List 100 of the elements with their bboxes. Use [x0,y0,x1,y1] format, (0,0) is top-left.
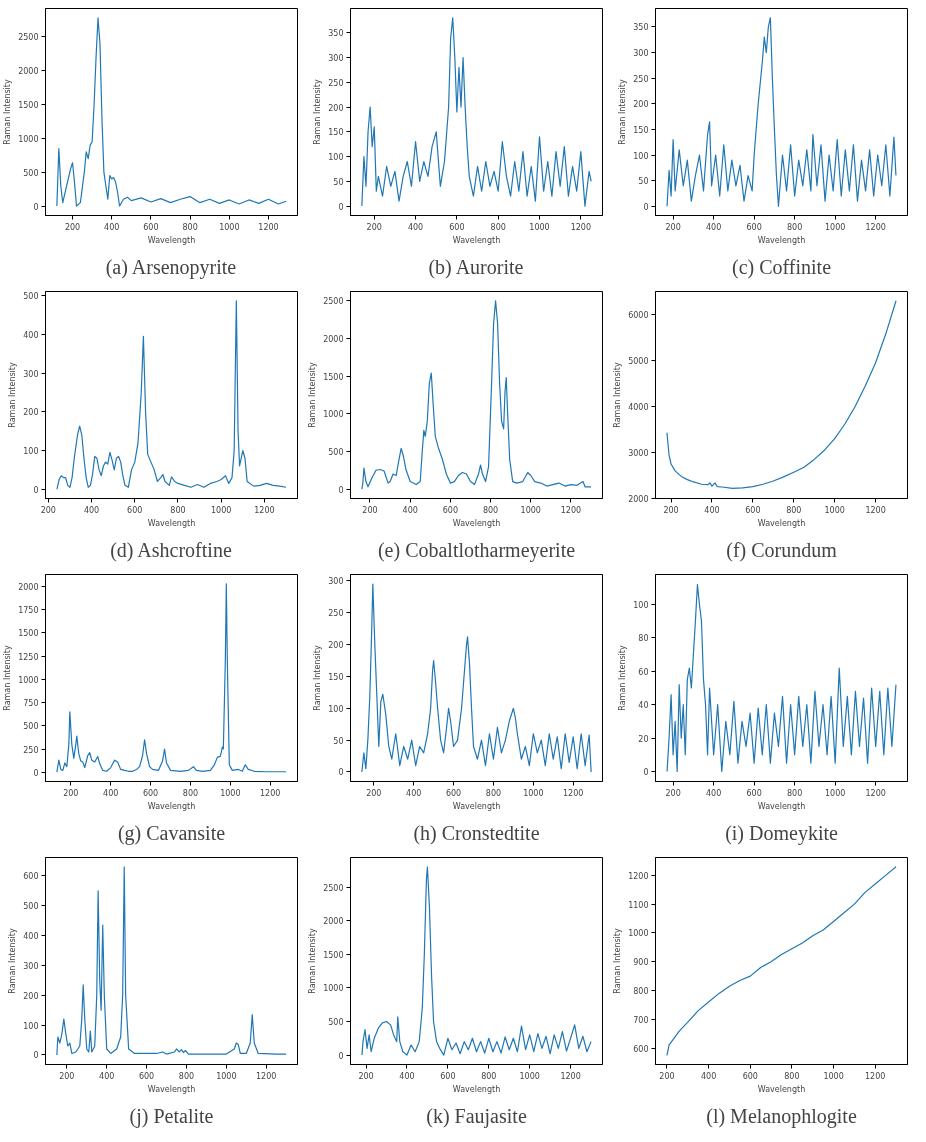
y-tick-label: 600 [23,872,39,882]
y-tick-label: 2000 [18,583,39,593]
x-tick-label: 600 [745,505,761,515]
y-axis-title: Raman Intensity [3,645,13,711]
y-tick-label: 0 [33,202,39,212]
x-tick-label: 400 [99,1071,115,1081]
x-tick-label: 600 [127,505,143,515]
y-tick-label: 500 [23,902,39,912]
y-tick-label: 2500 [323,297,344,307]
x-tick-label: 800 [182,788,199,798]
y-tick-label: 2500 [323,883,344,893]
x-tick-label: 400 [704,505,720,515]
y-tick-label: 200 [23,991,39,1001]
y-tick-label: 1500 [323,372,344,382]
x-tick-label: 400 [103,788,119,798]
x-tick-label: 200 [663,505,679,515]
y-tick-label: 250 [328,609,344,619]
y-axis-title: Raman Intensity [8,928,18,994]
x-tick-label: 1200 [865,1071,886,1081]
x-tick-label: 200 [366,222,382,232]
y-tick-label: 1000 [18,134,39,144]
x-tick-label: 800 [482,505,499,515]
x-tick-label: 600 [138,1071,155,1081]
text: (b) Aurorite [428,255,524,279]
text: (g) Cavansite [117,821,226,845]
x-axis-title: Wavelength [147,801,196,811]
y-tick-label: 2500 [18,33,39,43]
y-tick-label: 300 [328,577,344,587]
y-tick-label: 0 [643,767,649,777]
y-tick-label: 0 [33,485,39,495]
x-tick-label: 600 [746,222,762,232]
y-axis-title: Raman Intensity [8,362,18,428]
text: (j) Petalite [129,1104,214,1128]
y-tick-label: 2000 [323,917,344,927]
y-tick-label: 5000 [628,357,649,366]
y-tick-label: 900 [633,958,649,968]
y-tick-label: 500 [23,168,39,178]
y-tick-label: 40 [638,701,649,711]
text: (h) Cronstedtite [413,821,540,845]
x-axis-title: Wavelength [147,1084,196,1094]
x-tick-label: 400 [402,505,418,515]
x-axis-title: Wavelength [452,518,501,528]
y-tick-label: 2000 [18,67,39,77]
x-tick-label: 800 [170,505,186,515]
y-tick-label: 300 [633,49,649,59]
x-tick-label: 400 [407,222,424,232]
y-tick-label: 750 [23,699,39,709]
y-tick-label: 150 [328,672,344,682]
y-tick-label: 0 [33,1051,39,1061]
x-tick-label: 200 [366,788,382,798]
y-tick-label: 1000 [628,929,649,939]
y-tick-label: 1500 [18,629,39,639]
x-tick-label: 1200 [258,222,279,232]
x-tick-label: 1000 [220,788,241,798]
x-tick-label: 400 [700,1071,717,1081]
x-tick-label: 800 [178,1071,195,1081]
x-tick-label: 1200 [563,788,584,798]
y-axis-title: Raman Intensity [3,79,13,145]
y-tick-label: 500 [328,1017,344,1027]
x-tick-label: 400 [706,222,722,232]
x-tick-label: 400 [406,788,422,798]
x-tick-label: 1200 [254,505,275,515]
x-tick-label: 1000 [825,788,846,798]
y-tick-label: 350 [633,23,649,33]
x-tick-label: 400 [104,222,120,232]
x-axis-title: Wavelength [147,235,196,245]
x-tick-label: 1200 [865,505,886,515]
y-tick-label: 1500 [323,950,344,960]
x-axis-title: Wavelength [452,801,501,811]
y-tick-label: 500 [328,447,344,457]
text: (e) Cobaltlotharmeyerite [377,538,576,562]
y-tick-label: 100 [633,601,649,611]
y-tick-label: 400 [23,330,39,340]
y-tick-label: 0 [338,202,344,212]
x-tick-label: 600 [746,788,762,798]
x-tick-label: 200 [665,788,681,798]
y-tick-label: 200 [328,641,344,651]
y-tick-label: 350 [328,29,344,39]
x-tick-label: 200 [665,222,681,232]
y-tick-label: 1250 [18,652,39,662]
y-tick-label: 700 [633,1015,649,1025]
y-tick-label: 150 [633,125,649,135]
text: (d) Ashcroftine [110,538,232,562]
text: (l) Melanophlogite [706,1104,857,1128]
y-tick-label: 150 [328,128,344,138]
x-tick-label: 600 [440,1071,456,1081]
y-axis-title: Raman Intensity [618,79,628,145]
text: (k) Faujasite [426,1104,527,1128]
y-tick-label: 0 [338,485,344,495]
x-tick-label: 600 [445,788,462,798]
y-tick-label: 300 [23,961,39,971]
x-tick-label: 1000 [519,1071,540,1081]
y-tick-label: 200 [328,103,344,113]
x-tick-label: 400 [83,505,100,515]
y-tick-label: 0 [338,1051,344,1061]
x-tick-label: 400 [399,1071,415,1081]
y-tick-label: 100 [23,447,39,457]
x-tick-label: 800 [182,222,198,232]
text: (i) Domeykite [725,821,838,845]
x-tick-label: 800 [485,788,502,798]
